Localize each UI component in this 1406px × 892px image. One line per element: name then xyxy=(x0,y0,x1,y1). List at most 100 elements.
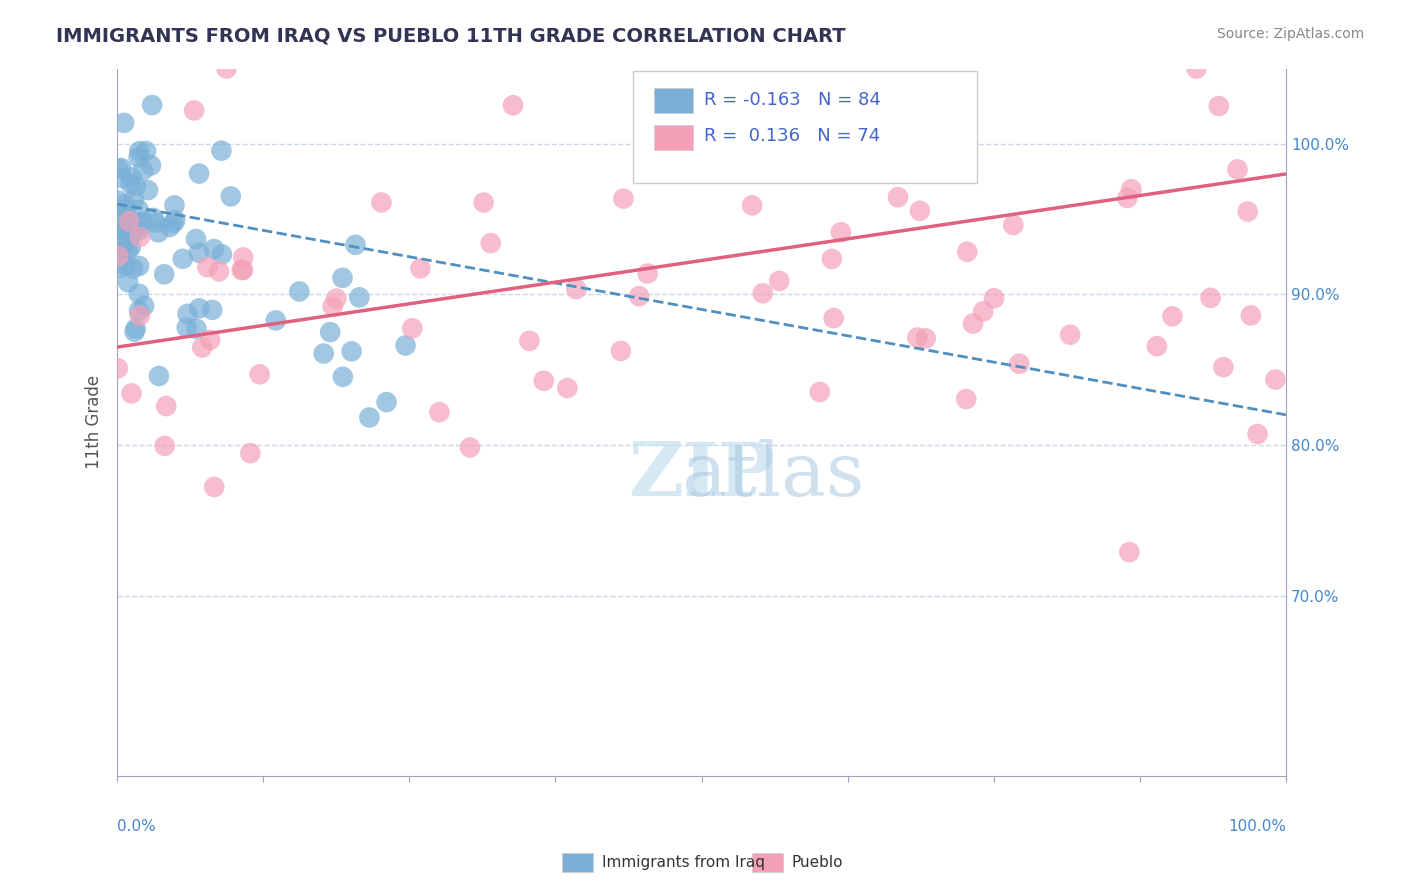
Point xyxy=(188,167,211,181)
Text: R =  0.136   N = 74: R = 0.136 N = 74 xyxy=(704,128,880,145)
Point xyxy=(1146,339,1168,353)
Point xyxy=(120,177,142,191)
Point xyxy=(319,325,342,339)
Text: R = -0.163   N = 84: R = -0.163 N = 84 xyxy=(704,91,882,109)
Point xyxy=(128,150,150,164)
Point xyxy=(110,241,132,255)
Point xyxy=(1118,545,1140,559)
Point xyxy=(107,249,129,263)
Point xyxy=(111,171,134,186)
Point xyxy=(201,302,224,317)
Point xyxy=(127,223,149,237)
Point xyxy=(159,219,181,234)
Point xyxy=(983,291,1005,305)
Point xyxy=(111,210,134,224)
Point xyxy=(458,441,481,455)
Point xyxy=(956,244,979,259)
Point xyxy=(148,368,170,383)
Point xyxy=(188,301,211,316)
Point xyxy=(429,405,451,419)
Text: ZIP: ZIP xyxy=(628,439,775,511)
Y-axis label: 11th Grade: 11th Grade xyxy=(86,376,103,469)
Point xyxy=(359,410,381,425)
Point xyxy=(1264,373,1286,387)
Point xyxy=(264,313,287,327)
Point xyxy=(1199,291,1222,305)
Point xyxy=(128,309,150,323)
Point xyxy=(209,144,232,158)
Point xyxy=(610,343,633,358)
Point xyxy=(502,98,524,112)
Point xyxy=(768,274,790,288)
Point xyxy=(955,392,977,406)
Point xyxy=(117,244,139,258)
Point xyxy=(128,286,150,301)
Text: atlas: atlas xyxy=(538,439,865,511)
Point xyxy=(908,203,931,218)
Point xyxy=(176,320,198,334)
Point xyxy=(163,198,186,212)
Point xyxy=(870,138,893,153)
Point xyxy=(401,321,423,335)
Point xyxy=(117,276,139,290)
Point xyxy=(128,230,150,244)
Point xyxy=(394,338,416,352)
Point xyxy=(128,259,150,273)
Text: Immigrants from Iraq: Immigrants from Iraq xyxy=(602,855,765,870)
Point xyxy=(202,480,225,494)
Point xyxy=(808,384,831,399)
Point xyxy=(107,194,129,208)
Point xyxy=(409,261,432,276)
Point xyxy=(110,161,132,175)
Point xyxy=(127,216,149,230)
Point xyxy=(637,267,659,281)
Point xyxy=(153,439,176,453)
Point xyxy=(114,216,136,230)
Text: Source: ZipAtlas.com: Source: ZipAtlas.com xyxy=(1216,27,1364,41)
Point xyxy=(122,193,145,207)
Point xyxy=(125,179,148,194)
Point xyxy=(322,300,344,314)
Point xyxy=(914,331,936,345)
Point xyxy=(375,395,398,409)
Point xyxy=(288,285,311,299)
Text: 100.0%: 100.0% xyxy=(1227,819,1286,834)
Point xyxy=(108,226,131,240)
Point xyxy=(107,161,129,176)
Point xyxy=(191,341,214,355)
Point xyxy=(111,230,134,244)
Point xyxy=(821,252,844,266)
Point xyxy=(219,189,242,203)
Point xyxy=(142,211,165,225)
Point xyxy=(148,226,170,240)
Point xyxy=(107,361,129,376)
Point xyxy=(340,344,363,359)
Point xyxy=(153,267,176,281)
Point xyxy=(1212,360,1234,375)
Point xyxy=(120,386,142,401)
Point xyxy=(325,292,347,306)
Point xyxy=(111,243,134,257)
Point xyxy=(139,159,162,173)
Point xyxy=(557,381,579,395)
Point xyxy=(124,224,146,238)
Point xyxy=(1185,62,1208,76)
Point xyxy=(1236,204,1258,219)
Point xyxy=(125,321,148,335)
Point xyxy=(120,170,142,185)
Point xyxy=(332,369,354,384)
Point xyxy=(312,346,335,360)
Point xyxy=(132,163,155,178)
Point xyxy=(752,286,775,301)
Point xyxy=(901,107,924,121)
Point xyxy=(962,317,984,331)
Point xyxy=(110,218,132,232)
Point xyxy=(208,264,231,278)
Point xyxy=(239,446,262,460)
Point xyxy=(112,116,135,130)
Point xyxy=(115,202,138,217)
Point xyxy=(1226,162,1249,177)
Point xyxy=(905,330,928,344)
Point xyxy=(120,229,142,244)
Point xyxy=(972,304,994,318)
